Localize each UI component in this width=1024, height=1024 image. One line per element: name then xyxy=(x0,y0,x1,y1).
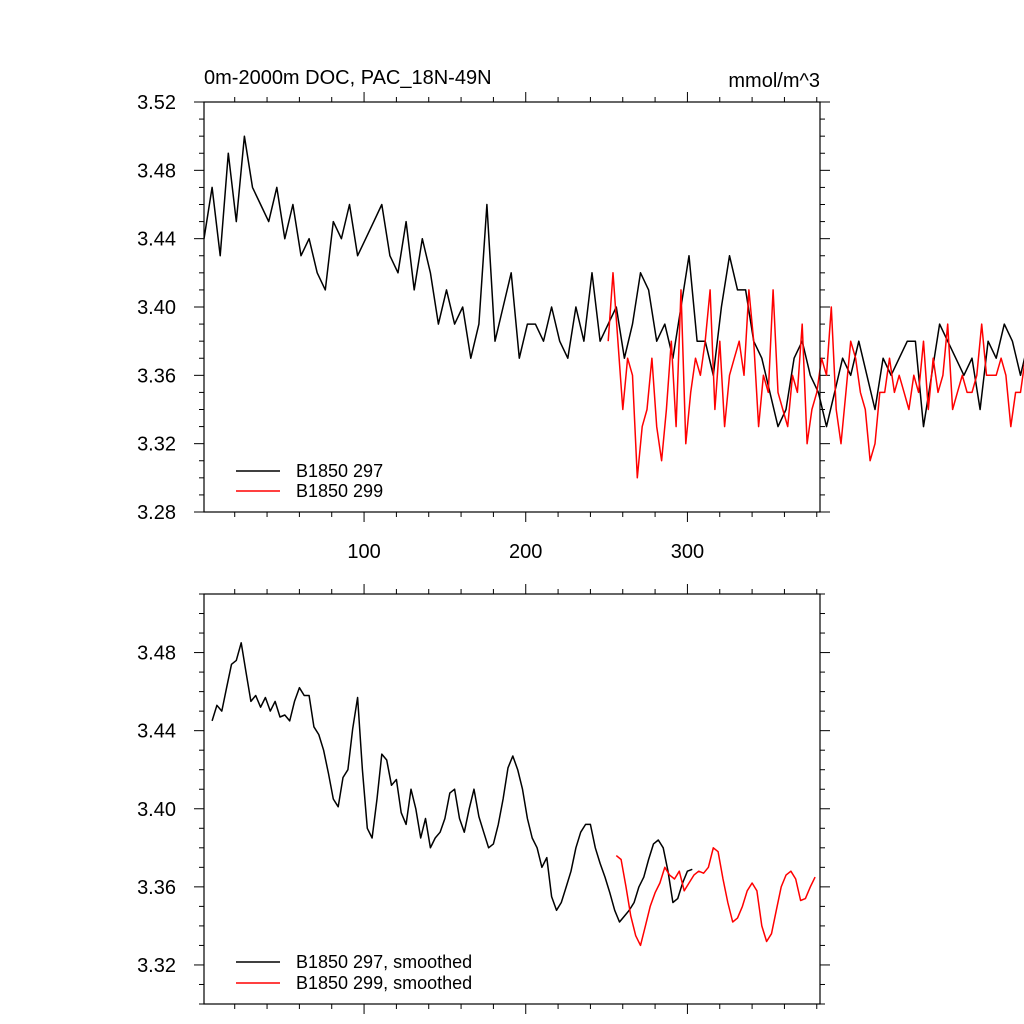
bottom-panel: 3.32 3.36 3.40 3.44 3.48 B1850 297, smoothed… xyxy=(137,584,830,1014)
bottom-y-tick-label: 3.40 xyxy=(137,799,176,821)
top-y-tick-label: 3.28 xyxy=(137,502,176,524)
top-y-tick-label: 3.52 xyxy=(137,92,176,114)
legend-label-297-smoothed: B1850 297, smoothed xyxy=(296,952,472,972)
bottom-series-line-1 xyxy=(615,847,816,947)
chart-title: 0m-2000m DOC, PAC_18N-49N xyxy=(204,67,492,89)
top-y-tick-label: 3.48 xyxy=(137,160,176,182)
legend-label-299-smoothed: B1850 299, smoothed xyxy=(296,973,472,993)
bottom-y-tick-label: 3.32 xyxy=(137,955,176,977)
bottom-y-tick-label: 3.44 xyxy=(137,721,176,743)
top-series-line-0 xyxy=(203,135,1024,428)
bottom-y-tick-label: 3.48 xyxy=(137,643,176,665)
legend-label-297: B1850 297 xyxy=(296,461,383,481)
top-y-tick-label: 3.32 xyxy=(137,434,176,456)
top-y-tick-label: 3.36 xyxy=(137,365,176,387)
top-x-tick-label: 200 xyxy=(509,541,542,563)
bottom-axis-ticks: 3.32 3.36 3.40 3.44 3.48 xyxy=(137,584,830,1014)
bottom-plot-frame xyxy=(203,593,821,1005)
top-x-tick-label: 300 xyxy=(671,541,704,563)
top-y-tick-label: 3.44 xyxy=(137,229,176,251)
bottom-legend: B1850 297, smoothed B1850 299, smoothed xyxy=(236,952,472,993)
top-series-line-1 xyxy=(607,272,1024,479)
bottom-series-line-0 xyxy=(211,642,693,923)
top-plot-series xyxy=(203,135,1024,479)
bottom-y-tick-label: 3.36 xyxy=(137,877,176,899)
top-axis-ticks: 100 200 300 3.28 3.32 3.36 3.40 3.44 3.48 3.52 xyxy=(137,92,830,563)
top-x-tick-label: 100 xyxy=(347,541,380,563)
top-plot-frame xyxy=(203,101,821,513)
top-legend: B1850 297 B1850 299 xyxy=(236,461,383,501)
top-panel: 0m-2000m DOC, PAC_18N-49N mmol/m^3 100 20… xyxy=(137,67,1024,563)
units-label: mmol/m^3 xyxy=(728,70,820,92)
bottom-plot-series xyxy=(211,642,816,947)
legend-label-299: B1850 299 xyxy=(296,481,383,501)
top-y-tick-label: 3.40 xyxy=(137,297,176,319)
